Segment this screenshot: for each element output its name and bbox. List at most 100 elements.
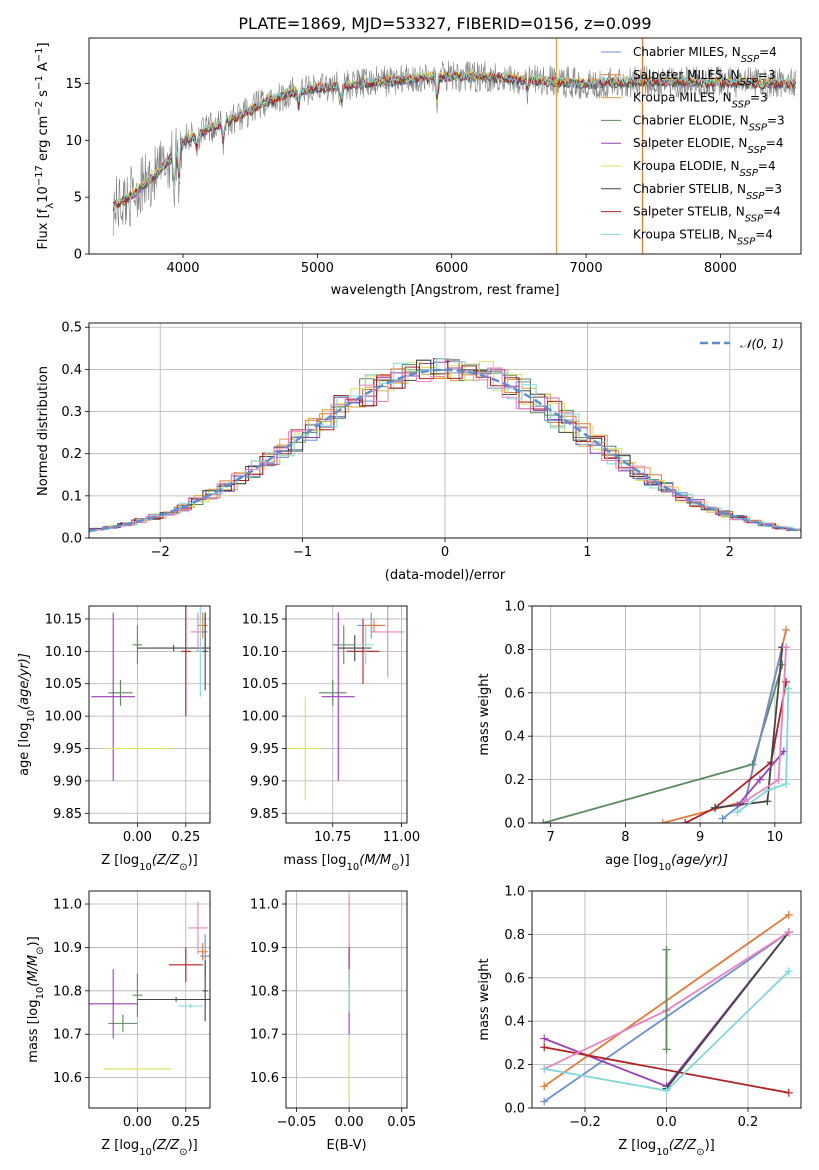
weight-series-line (665, 931, 790, 1090)
y-axis-label: mass weight (477, 958, 492, 1040)
y-tick-label: 15 (65, 77, 82, 92)
y-tick-label: 0.8 (504, 928, 525, 943)
axes-frame (285, 890, 408, 1109)
y-tick-label: 10.8 (250, 984, 279, 999)
weight-point-marker (718, 814, 727, 823)
y-tick-label: 10.7 (53, 1028, 82, 1043)
residuals-panel: −2 −1 0 1 2 0.0 0.1 0.2 0.3 0.4 0.5 𝒩(0, 1) (data-mo… (36, 321, 802, 583)
y-axis-label: mass [log10(M/M⊙)] (26, 936, 46, 1062)
x-tick-label: 10 (767, 830, 784, 845)
axes-frame (285, 605, 408, 824)
age-vs-mass-panel: 10.75 11.00 9.85 9.90 9.95 10.00 10.05 10.10 10.… (242, 605, 420, 873)
gaussian-reference-line (89, 368, 801, 532)
spectrum-panel: 4000 5000 6000 7000 8000 0 5 10 15 Chabrier MILES… (34, 37, 802, 298)
y-tick-label: 0.2 (504, 773, 525, 788)
x-tick-label: 7 (547, 830, 555, 845)
y-tick-label: 10.00 (242, 710, 279, 725)
x-tick-label: 5000 (301, 261, 334, 276)
axes-frame (88, 890, 211, 1109)
model-spectrum-line (112, 71, 796, 209)
y-tick-label: 0.0 (504, 817, 525, 832)
weight-series-line (542, 664, 784, 823)
weight-series-line (544, 1046, 789, 1094)
y-tick-label: 10.05 (242, 677, 279, 692)
residual-histogram (89, 359, 801, 533)
x-tick-label: −2 (151, 545, 170, 560)
weight-series-line (736, 688, 790, 813)
x-tick-label: 6000 (435, 261, 468, 276)
weight-point-marker (774, 775, 783, 784)
weight-point-marker (711, 803, 720, 812)
y-tick-label: 1.0 (504, 885, 525, 900)
y-tick-label: 9.85 (53, 807, 82, 822)
legend-label: Kroupa ELODIE, NSSP=4 (633, 159, 776, 179)
weight-point-marker (540, 1064, 549, 1073)
figure-title: PLATE=1869, MJD=53327, FIBERID=0156, z=0… (238, 14, 651, 33)
weight-point-marker (540, 1097, 549, 1106)
x-axis-label: E(B-V) (326, 1138, 366, 1153)
y-tick-label: 0.6 (504, 686, 525, 701)
error-bars (288, 606, 405, 801)
y-tick-label: 1.0 (504, 600, 525, 615)
x-axis-label: (data-model)/error (385, 568, 506, 583)
x-tick-label: 0.2 (738, 1115, 759, 1130)
y-tick-label: 0.4 (504, 1015, 525, 1030)
age-vs-metallicity-panel: 0.00 0.25 9.85 9.90 9.95 10.00 10.05 10.10 10.15… (17, 605, 211, 873)
y-tick-label: 10.9 (250, 941, 279, 956)
y-tick-label: 11.0 (250, 898, 279, 913)
y-tick-label: 10.9 (53, 941, 82, 956)
y-axis-label: age [log10(age/yr)] (17, 653, 37, 776)
x-tick-label: 0.25 (171, 830, 200, 845)
axes-frame (531, 890, 802, 1109)
x-tick-label: −0.05 (277, 1115, 317, 1130)
x-tick-label: 0.0 (656, 1115, 677, 1130)
y-tick-label: 9.95 (250, 742, 279, 757)
y-tick-label: 10.7 (250, 1028, 279, 1043)
x-axis-label: wavelength [Angstrom, rest frame] (331, 283, 560, 298)
y-tick-label: 0.6 (504, 971, 525, 986)
y-tick-label: 0.5 (61, 321, 82, 336)
y-tick-label: 0.0 (61, 532, 82, 547)
weight-point-marker (681, 819, 690, 823)
weight-point-marker (782, 625, 791, 634)
x-tick-label: 0.00 (123, 830, 152, 845)
weight-series-line (684, 681, 787, 823)
y-tick-label: 9.90 (250, 774, 279, 789)
weight-vs-age-panel: 7 8 9 10 0.0 0.2 0.4 0.6 0.8 1.0 age [log10(age/yr… (477, 600, 802, 873)
weight-lines (540, 910, 793, 1106)
x-tick-label: −0.2 (569, 1115, 601, 1130)
histograms (89, 358, 801, 533)
x-axis-label: Z [log10(Z/Z⊙)] (101, 1138, 197, 1158)
x-tick-label: 0.25 (171, 1115, 200, 1130)
x-axis-label: Z [log10(Z/Z⊙)] (101, 853, 197, 873)
axes-frame (88, 605, 211, 824)
weight-point-marker (784, 967, 793, 976)
y-tick-label: 0.1 (61, 489, 82, 504)
x-tick-label: 8000 (704, 261, 737, 276)
legend-label: Kroupa MILES, NSSP=3 (633, 91, 768, 111)
weight-point-marker (740, 797, 749, 806)
y-tick-label: 10 (65, 134, 82, 149)
weight-point-marker (540, 1043, 549, 1052)
y-tick-label: 10.6 (53, 1071, 82, 1086)
x-tick-label: 11.00 (383, 830, 420, 845)
y-tick-label: 0.8 (504, 643, 525, 658)
weight-point-marker (540, 1082, 549, 1091)
x-tick-label: 0.05 (387, 1115, 416, 1130)
y-tick-label: 0.4 (504, 730, 525, 745)
y-axis-label: Normed distribution (36, 366, 51, 496)
x-tick-label: 10.75 (314, 830, 351, 845)
axes-frame (88, 322, 802, 539)
weight-point-marker (662, 1086, 671, 1095)
weight-vs-metallicity-panel: −0.2 0.0 0.2 0.0 0.2 0.4 0.6 0.8 1.0 Z [log10(Z/Z… (477, 885, 802, 1158)
mass-vs-extinction-panel: −0.05 0.00 0.05 10.6 10.7 10.8 10.9 11.0 E(B-V) (250, 890, 416, 1153)
x-axis-label: age [log10(age/yr)] (605, 853, 728, 873)
weight-point-marker (763, 786, 772, 795)
y-tick-label: 0.4 (61, 363, 82, 378)
x-tick-label: 4000 (166, 261, 199, 276)
error-bars (89, 901, 210, 1100)
y-axis-label: mass weight (477, 673, 492, 755)
weight-point-marker (782, 643, 791, 652)
x-axis-label: mass [log10(M/M⊙)] (283, 853, 409, 873)
